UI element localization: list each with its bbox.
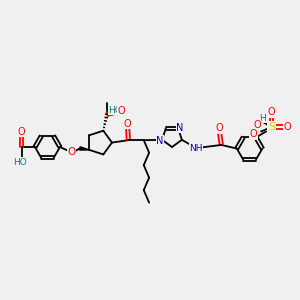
Text: O: O (18, 127, 26, 137)
Text: HO: HO (108, 106, 122, 115)
Text: N: N (156, 136, 164, 146)
Text: NH: NH (189, 144, 203, 153)
Text: S: S (268, 122, 275, 132)
Polygon shape (80, 147, 89, 150)
Text: O: O (283, 122, 291, 132)
Text: N: N (176, 123, 184, 133)
Text: HO: HO (13, 158, 27, 167)
Text: H: H (259, 114, 266, 123)
Text: O: O (253, 120, 261, 130)
Text: O: O (117, 106, 125, 116)
Text: O: O (250, 130, 257, 140)
Text: O: O (216, 123, 224, 133)
Text: O: O (124, 118, 131, 128)
Text: O: O (67, 147, 75, 158)
Text: O: O (268, 107, 275, 117)
